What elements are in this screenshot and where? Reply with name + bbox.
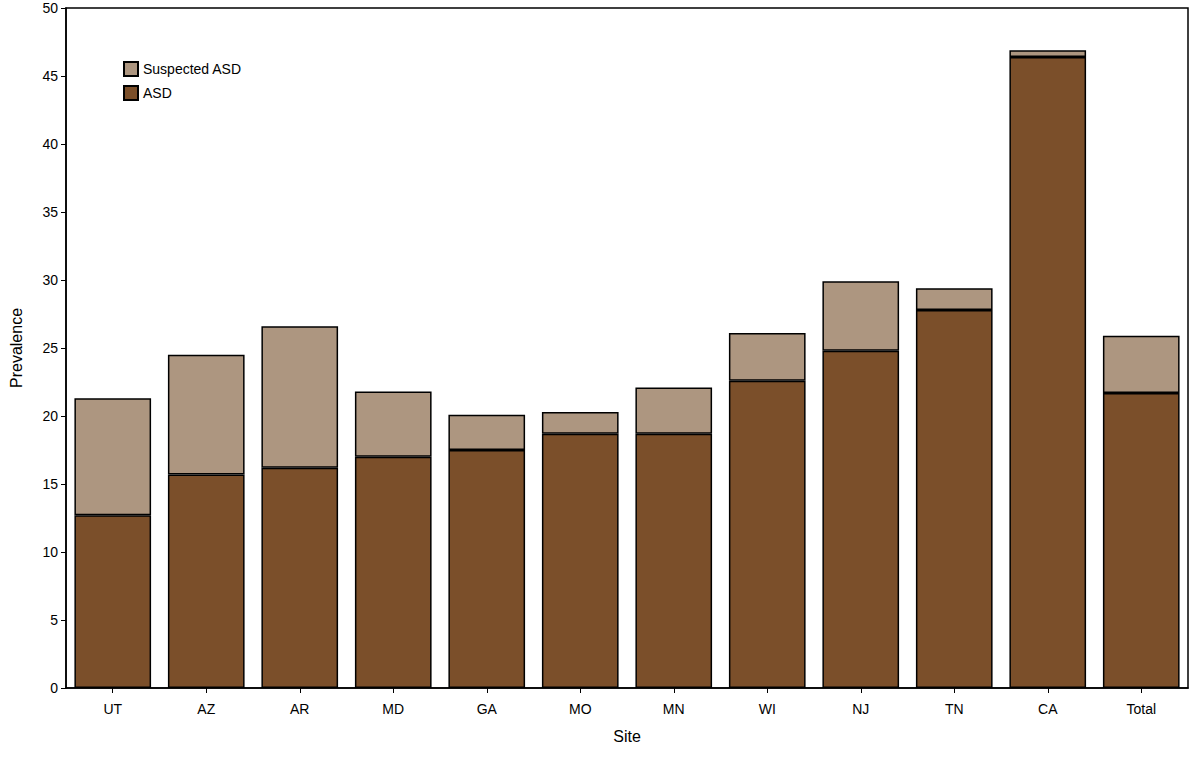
svg-text:15: 15 xyxy=(42,476,58,492)
svg-text:WI: WI xyxy=(759,701,776,717)
svg-text:NJ: NJ xyxy=(852,701,869,717)
svg-text:TN: TN xyxy=(945,701,964,717)
svg-text:Total: Total xyxy=(1126,701,1156,717)
svg-text:5: 5 xyxy=(50,612,58,628)
svg-text:40: 40 xyxy=(42,136,58,152)
svg-text:AZ: AZ xyxy=(197,701,215,717)
svg-text:35: 35 xyxy=(42,204,58,220)
svg-text:10: 10 xyxy=(42,544,58,560)
svg-text:MD: MD xyxy=(382,701,404,717)
svg-text:ASD: ASD xyxy=(143,85,172,101)
svg-text:MN: MN xyxy=(663,701,685,717)
svg-text:30: 30 xyxy=(42,272,58,288)
svg-text:GA: GA xyxy=(477,701,498,717)
svg-text:CA: CA xyxy=(1038,701,1058,717)
svg-text:50: 50 xyxy=(42,0,58,16)
svg-text:UT: UT xyxy=(103,701,122,717)
svg-text:20: 20 xyxy=(42,408,58,424)
svg-text:MO: MO xyxy=(569,701,592,717)
svg-text:Suspected ASD: Suspected ASD xyxy=(143,61,241,77)
svg-text:Site: Site xyxy=(613,728,641,745)
svg-text:Prevalence: Prevalence xyxy=(8,308,25,388)
svg-text:25: 25 xyxy=(42,340,58,356)
svg-text:AR: AR xyxy=(290,701,309,717)
svg-text:0: 0 xyxy=(50,680,58,696)
svg-text:45: 45 xyxy=(42,68,58,84)
